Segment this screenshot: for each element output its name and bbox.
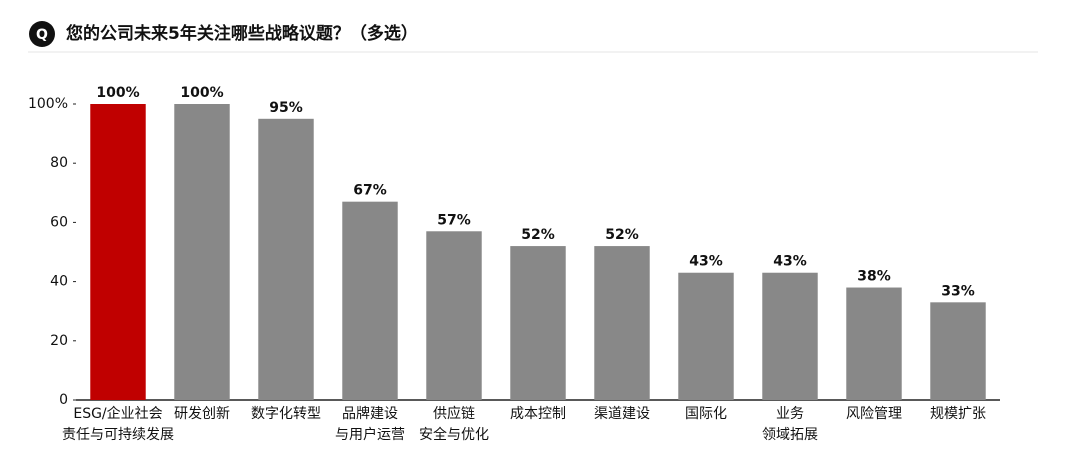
x-tick-label: 数字化转型 [251, 406, 321, 422]
value-label: 43% [773, 254, 807, 270]
bar [510, 246, 566, 400]
x-tick-label: 国际化 [685, 406, 727, 422]
bar [678, 272, 734, 400]
y-tick-label: 100% [28, 96, 68, 112]
x-tick-label: 供应链 [433, 405, 475, 422]
bar [762, 272, 818, 400]
bar [426, 231, 482, 400]
value-label: 100% [180, 85, 223, 101]
value-label: 52% [521, 227, 555, 243]
x-tick-label: ESG/企业社会 [73, 405, 162, 422]
x-tick-label: 品牌建设 [342, 405, 398, 422]
x-tick-label: 成本控制 [510, 406, 566, 422]
y-tick-label: 20 [50, 333, 68, 349]
x-tick-label: 研发创新 [174, 406, 230, 422]
value-label: 67% [353, 183, 387, 199]
bar [342, 201, 398, 400]
title-icon [29, 21, 55, 47]
value-label: 43% [689, 254, 723, 270]
chart-title: 您的公司未来5年关注哪些战略议题？（多选） [66, 23, 418, 44]
x-tick-label: 领域拓展 [762, 427, 818, 443]
y-tick-label: 80 [50, 155, 68, 171]
x-tick-label: 风险管理 [846, 406, 902, 422]
x-tick-label: 责任与可持续发展 [62, 426, 174, 443]
bar [90, 104, 146, 400]
bar [174, 104, 230, 400]
value-label: 33% [941, 283, 975, 299]
value-label: 57% [437, 212, 471, 228]
x-tick-label: 安全与优化 [419, 426, 489, 443]
y-tick-label: 40 [50, 274, 68, 290]
value-label: 38% [857, 269, 891, 285]
y-tick-label: 60 [50, 214, 68, 230]
bar [594, 246, 650, 400]
y-tick-label: 0 [59, 392, 68, 408]
x-tick-label: 与用户运营 [335, 426, 405, 443]
title-icon-label: Q [36, 27, 48, 43]
bar [930, 302, 986, 400]
value-label: 52% [605, 227, 639, 243]
x-tick-label: 业务 [776, 406, 804, 422]
x-tick-label: 规模扩张 [930, 406, 986, 422]
value-label: 95% [269, 100, 303, 116]
value-label: 100% [96, 85, 139, 101]
bar [258, 118, 314, 401]
bar [846, 287, 902, 400]
x-tick-label: 渠道建设 [594, 406, 650, 422]
